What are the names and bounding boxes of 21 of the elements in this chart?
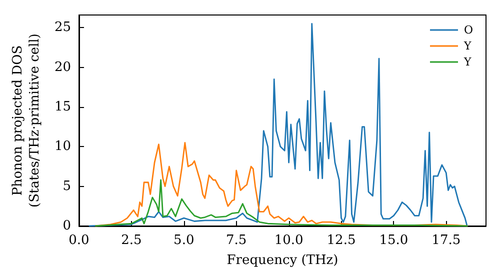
y-tick-label: 15 [54, 100, 71, 115]
x-tick-label: 12.5 [326, 233, 356, 248]
legend-label: O [464, 24, 474, 36]
x-tick-label: 7.5 [226, 233, 247, 248]
x-tick-label: 10.0 [274, 233, 304, 248]
x-tick-label: 2.5 [121, 233, 142, 248]
legend-label: Y [463, 56, 472, 68]
y-tick-label: 0 [62, 218, 71, 234]
y-tick-label: 25 [54, 20, 71, 36]
x-tick-label: 0.0 [68, 233, 90, 248]
x-tick-label: 15.0 [379, 233, 408, 248]
x-tick-label: 17.5 [432, 233, 461, 248]
y-tick-label: 5 [62, 178, 71, 194]
y-tick-label: 10 [54, 139, 71, 154]
x-axis-title: Frequency (THz) [226, 252, 338, 268]
line-series [95, 142, 468, 227]
line-series [95, 179, 468, 227]
legend-label: Y [463, 40, 472, 52]
x-tick-label: 5.0 [174, 233, 194, 248]
y-axis-title: Phonon projected DOS (States/THz·primitive cell) [10, 33, 43, 208]
y-tick-label: 20 [54, 60, 71, 75]
